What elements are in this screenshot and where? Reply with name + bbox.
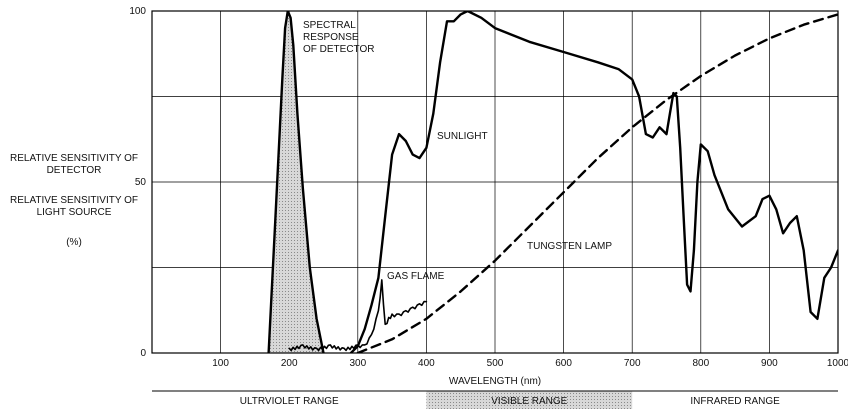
series-line-1 — [349, 11, 838, 353]
plot-frame — [151, 10, 839, 354]
x-tick-label-8: 900 — [761, 358, 778, 369]
x-tick-label-7: 800 — [692, 358, 709, 369]
y-tick-label-1: 50 — [135, 177, 147, 188]
range-bands: ULTRVIOLET RANGE VISIBLE RANGE INFRARED RA… — [152, 390, 838, 409]
x-tick-label-9: 1000 — [827, 358, 848, 369]
annotation-3-line-0: GAS FLAME — [387, 271, 445, 282]
x-axis-label: WAVELENGTH (nm) — [449, 376, 541, 387]
x-tick-label-2: 300 — [349, 358, 366, 369]
x-tick-label-5: 600 — [555, 358, 572, 369]
series-line-0 — [267, 11, 325, 353]
series-line-2 — [356, 13, 838, 353]
y-axis-unit: (%) — [66, 237, 82, 248]
series-layer — [267, 11, 838, 353]
y-tick-label-2: 100 — [129, 6, 146, 17]
grid — [152, 11, 838, 353]
x-tick-label-4: 500 — [487, 358, 504, 369]
annotation-0-line-1: RESPONSE — [303, 32, 359, 43]
annotation-2-line-0: TUNGSTEN LAMP — [527, 241, 612, 252]
y-axis-label-source: RELATIVE SENSITIVITY OF LIGHT SOURCE — [10, 195, 138, 218]
range-label-1: VISIBLE RANGE — [491, 396, 567, 407]
annotation-1-line-0: SUNLIGHT — [437, 131, 488, 142]
x-tick-label-1: 200 — [281, 358, 298, 369]
y-axis-label-detector: RELATIVE SENSITIVITY OF DETECTOR — [10, 153, 138, 176]
y-tick-label-0: 0 — [140, 348, 146, 359]
annotation-0-line-0: SPECTRAL — [303, 20, 356, 31]
tick-labels: 100 200 300 400 500 600 700 800 900 1000 0 50 100 — [129, 6, 848, 369]
x-tick-label-6: 700 — [624, 358, 641, 369]
annotation-0-line-2: OF DETECTOR — [303, 44, 374, 55]
range-label-0: ULTRVIOLET RANGE — [240, 396, 339, 407]
x-tick-label-3: 400 — [418, 358, 435, 369]
range-band-shade-1 — [426, 391, 633, 409]
x-tick-label-0: 100 — [212, 358, 229, 369]
range-label-2: INFRARED RANGE — [690, 396, 780, 407]
series-line-3 — [288, 279, 428, 352]
